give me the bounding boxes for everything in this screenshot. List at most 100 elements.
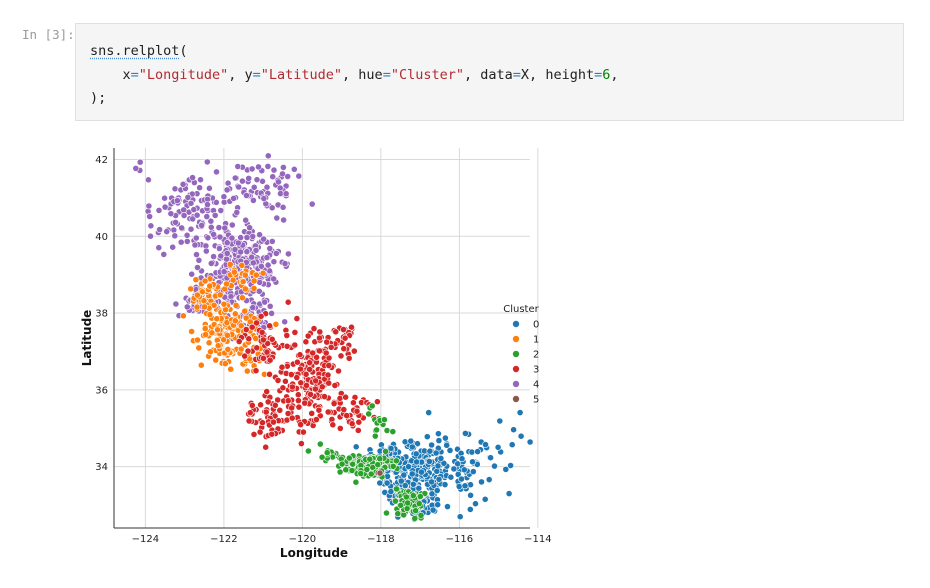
point-cluster-3 bbox=[235, 338, 243, 345]
point-cluster-3 bbox=[325, 362, 333, 369]
point-cluster-0 bbox=[383, 479, 391, 487]
point-cluster-2 bbox=[392, 457, 400, 465]
code-sep-3: , bbox=[463, 66, 481, 83]
point-cluster-3 bbox=[262, 443, 270, 451]
point-cluster-4 bbox=[178, 224, 185, 232]
point-cluster-4 bbox=[264, 261, 272, 269]
point-cluster-3 bbox=[321, 393, 328, 400]
point-cluster-3 bbox=[259, 336, 267, 344]
point-cluster-4 bbox=[156, 226, 163, 233]
point-cluster-4 bbox=[223, 250, 231, 257]
point-cluster-3 bbox=[283, 332, 291, 339]
point-cluster-0 bbox=[446, 446, 454, 454]
point-cluster-3 bbox=[308, 409, 316, 417]
point-cluster-1 bbox=[252, 271, 260, 279]
point-cluster-3 bbox=[316, 334, 323, 342]
point-cluster-0 bbox=[467, 481, 474, 489]
point-cluster-4 bbox=[228, 221, 236, 229]
point-cluster-4 bbox=[281, 318, 289, 326]
point-cluster-4 bbox=[207, 217, 215, 225]
point-cluster-4 bbox=[191, 241, 199, 249]
point-cluster-2 bbox=[352, 478, 360, 486]
point-cluster-0 bbox=[440, 459, 448, 467]
point-cluster-1 bbox=[259, 269, 267, 277]
code-kw-y: y bbox=[244, 66, 253, 83]
point-cluster-0 bbox=[505, 490, 513, 497]
point-cluster-0 bbox=[428, 478, 435, 486]
point-cluster-4 bbox=[198, 222, 206, 229]
point-cluster-1 bbox=[250, 277, 258, 285]
code-eq-height: = bbox=[594, 66, 603, 83]
point-cluster-3 bbox=[246, 409, 254, 417]
point-cluster-4 bbox=[210, 231, 217, 238]
point-cluster-3 bbox=[256, 428, 264, 436]
point-cluster-2 bbox=[365, 410, 373, 418]
point-cluster-3 bbox=[279, 384, 287, 392]
point-cluster-4 bbox=[270, 166, 278, 174]
point-cluster-3 bbox=[301, 399, 309, 407]
point-cluster-4 bbox=[273, 214, 281, 222]
point-cluster-0 bbox=[408, 443, 416, 451]
point-cluster-4 bbox=[264, 152, 272, 160]
point-cluster-3 bbox=[341, 334, 349, 342]
point-cluster-4 bbox=[179, 180, 187, 188]
point-cluster-0 bbox=[466, 505, 474, 513]
point-cluster-4 bbox=[231, 246, 239, 253]
point-cluster-3 bbox=[309, 349, 317, 357]
point-cluster-3 bbox=[241, 352, 249, 360]
code-editor[interactable]: sns.relplot( x="Longitude", y="Latitude"… bbox=[90, 40, 619, 111]
point-cluster-4 bbox=[280, 216, 287, 224]
point-cluster-3 bbox=[299, 428, 307, 436]
point-cluster-1 bbox=[206, 311, 214, 318]
point-cluster-2 bbox=[389, 462, 397, 470]
point-cluster-3 bbox=[259, 419, 266, 427]
point-cluster-1 bbox=[193, 303, 201, 311]
x-tick-label: −124 bbox=[132, 534, 159, 545]
code-kw-x: x bbox=[122, 66, 131, 83]
point-cluster-4 bbox=[256, 278, 264, 286]
point-cluster-4 bbox=[248, 253, 256, 261]
code-kw-hue: hue bbox=[358, 66, 383, 83]
point-cluster-1 bbox=[187, 285, 195, 293]
legend-label-2: 2 bbox=[533, 350, 539, 361]
point-cluster-0 bbox=[425, 458, 433, 465]
point-cluster-2 bbox=[382, 447, 389, 455]
point-cluster-4 bbox=[260, 195, 268, 202]
point-cluster-0 bbox=[441, 434, 449, 442]
point-cluster-4 bbox=[282, 190, 290, 198]
point-cluster-3 bbox=[345, 354, 353, 362]
point-cluster-1 bbox=[242, 314, 250, 322]
point-cluster-0 bbox=[429, 506, 437, 514]
point-cluster-3 bbox=[242, 326, 250, 333]
point-cluster-4 bbox=[253, 176, 261, 184]
point-cluster-1 bbox=[239, 278, 247, 286]
point-cluster-4 bbox=[145, 176, 152, 184]
point-cluster-1 bbox=[238, 261, 246, 269]
point-cluster-4 bbox=[207, 223, 215, 231]
x-tick-label: −116 bbox=[446, 534, 473, 545]
point-cluster-4 bbox=[155, 244, 163, 252]
code-eq-data: = bbox=[512, 66, 521, 83]
point-cluster-4 bbox=[204, 234, 212, 242]
point-cluster-4 bbox=[190, 206, 198, 213]
code-cell[interactable]: sns.relplot( x="Longitude", y="Latitude"… bbox=[75, 23, 904, 121]
point-cluster-3 bbox=[296, 351, 304, 359]
point-cluster-1 bbox=[238, 294, 246, 302]
point-cluster-3 bbox=[295, 403, 303, 411]
point-cluster-0 bbox=[496, 417, 504, 425]
point-cluster-4 bbox=[250, 183, 258, 191]
point-cluster-0 bbox=[482, 441, 489, 448]
point-cluster-4 bbox=[132, 165, 140, 172]
point-cluster-0 bbox=[507, 462, 514, 469]
point-cluster-2 bbox=[416, 493, 424, 500]
point-cluster-4 bbox=[180, 212, 188, 219]
code-val-height: 6 bbox=[602, 66, 611, 83]
y-tick-label: 34 bbox=[95, 462, 108, 473]
code-val-data: X bbox=[520, 66, 530, 83]
point-cluster-4 bbox=[203, 158, 211, 166]
point-cluster-4 bbox=[189, 174, 196, 181]
point-cluster-5 bbox=[376, 469, 384, 477]
point-cluster-4 bbox=[183, 231, 191, 239]
point-cluster-1 bbox=[226, 260, 234, 268]
point-cluster-4 bbox=[249, 259, 257, 267]
